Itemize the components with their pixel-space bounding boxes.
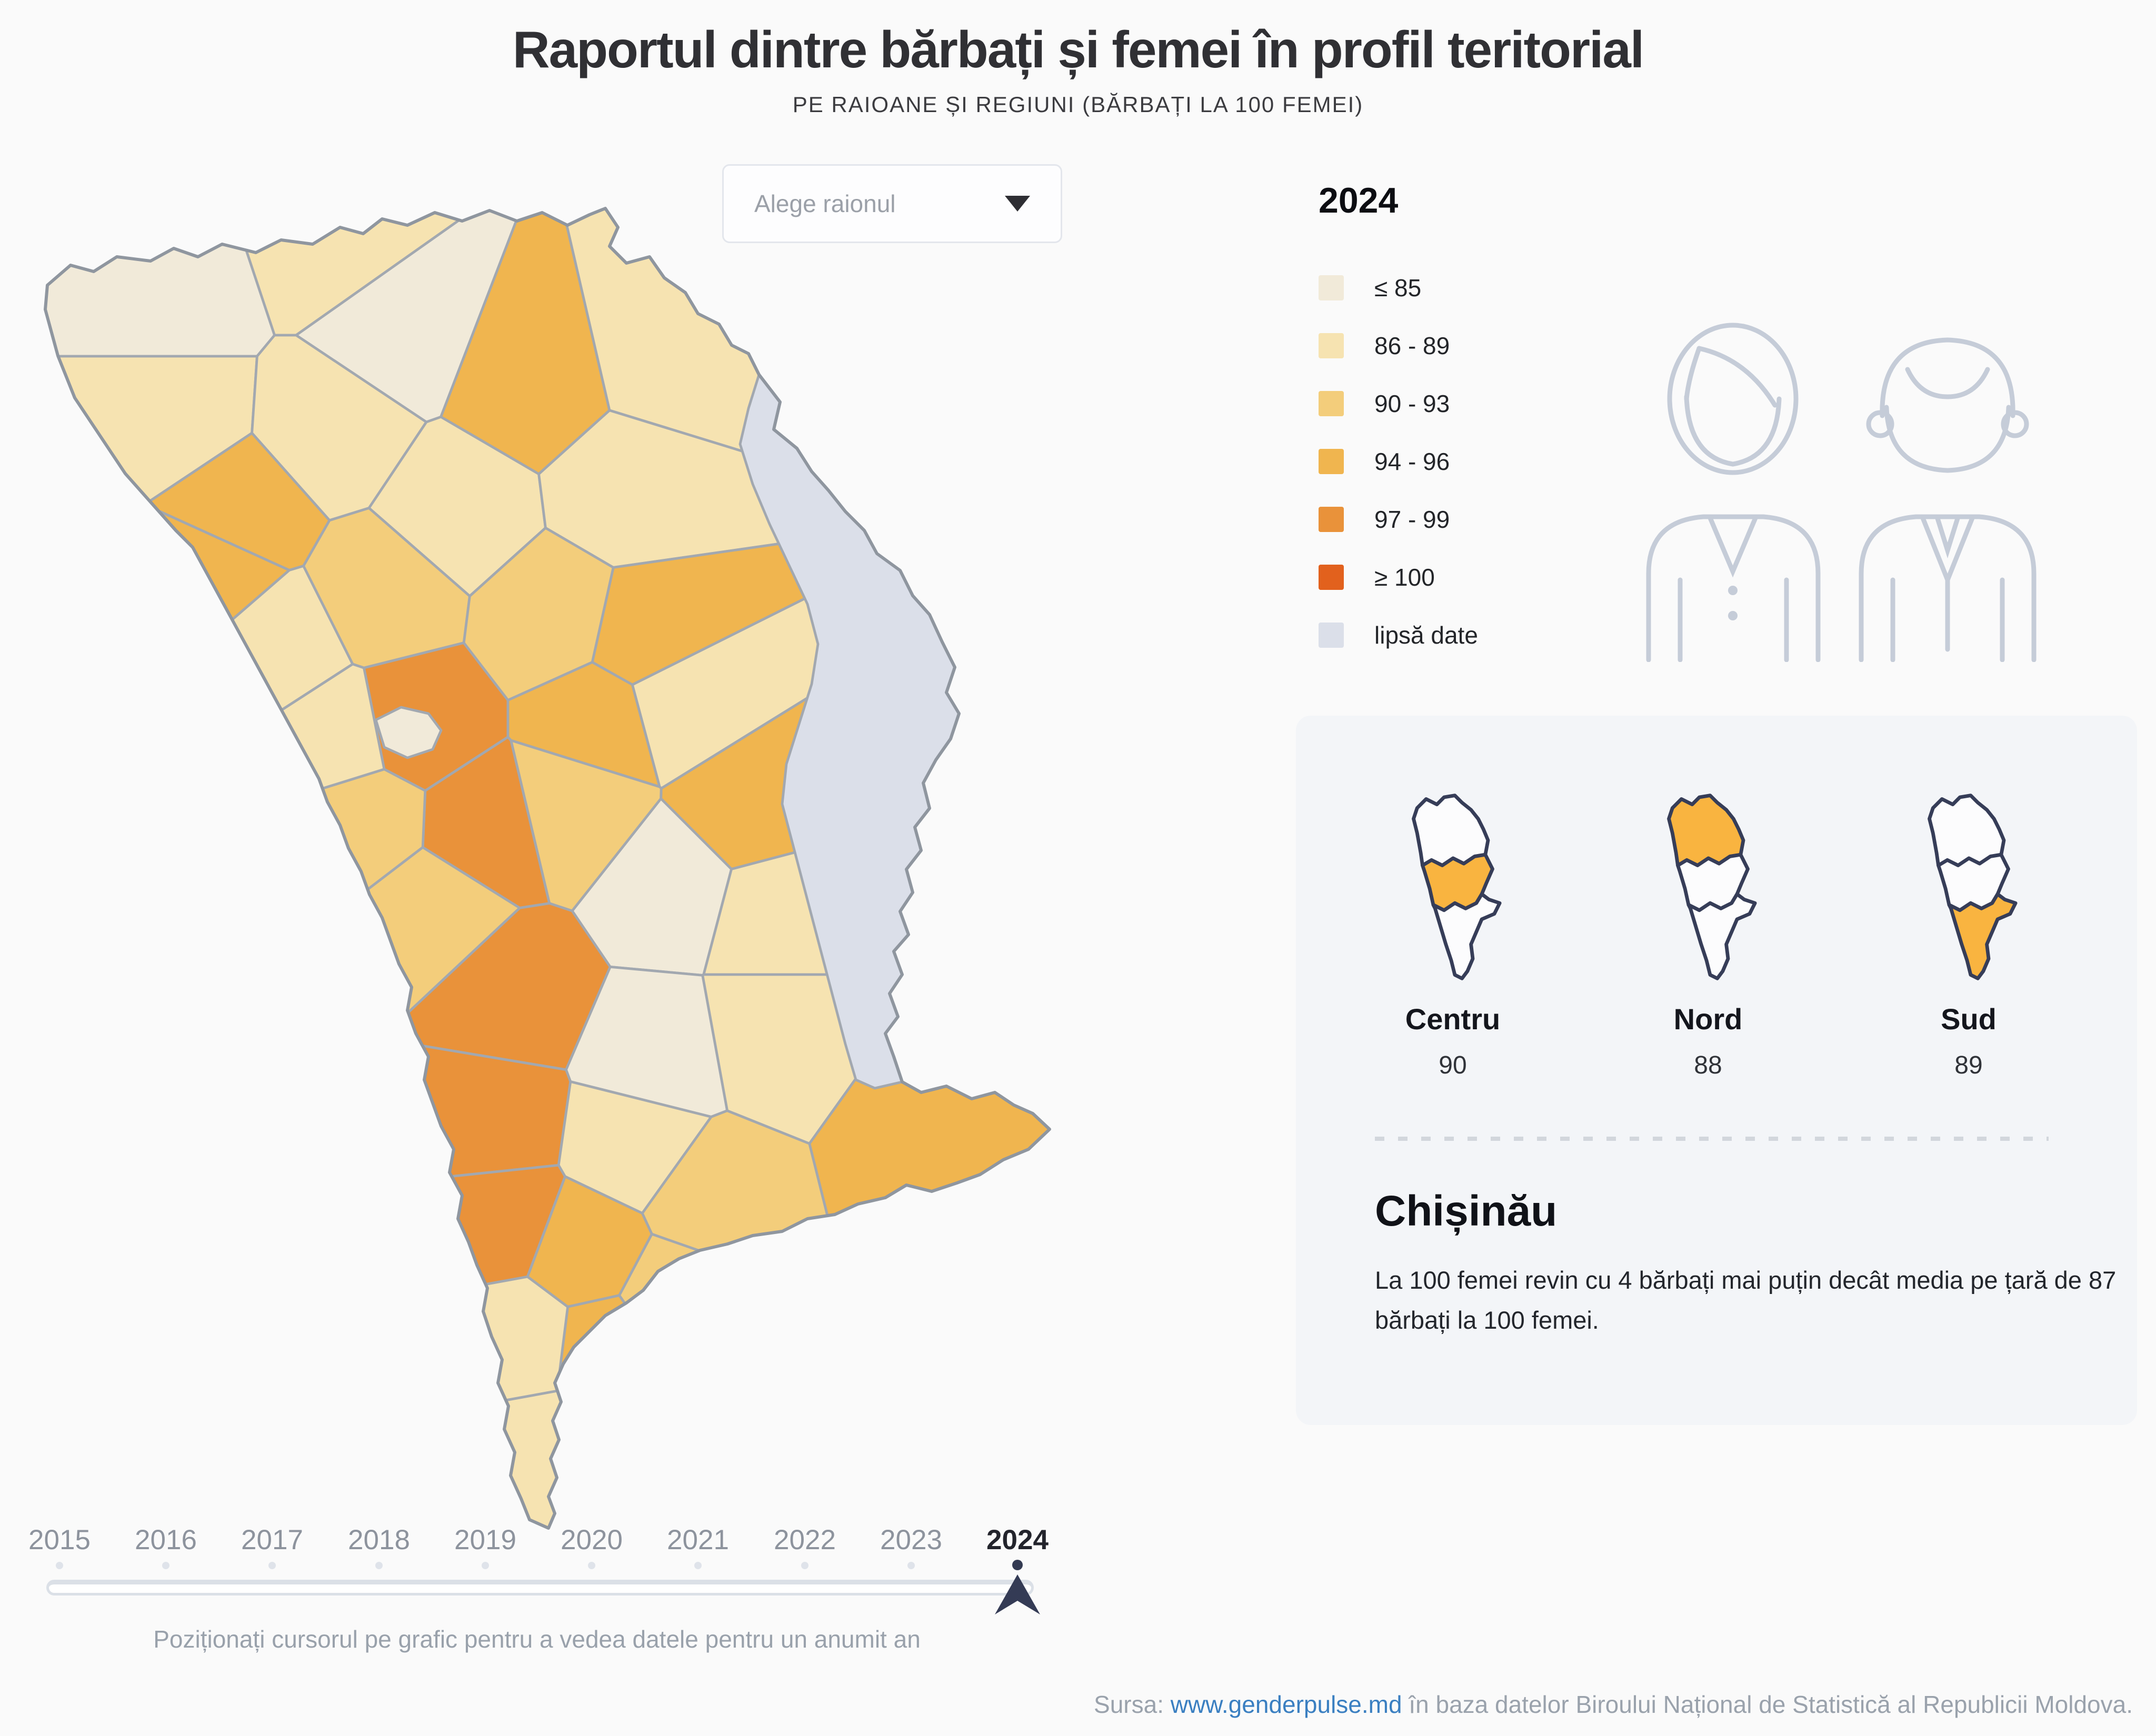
map-region[interactable] [16, 768, 427, 1173]
legend-swatch-le85 [1319, 275, 1344, 300]
year-dot[interactable] [162, 1562, 169, 1569]
legend-row: 94 - 96 [1319, 433, 1478, 490]
legend-label: 97 - 99 [1374, 506, 1450, 533]
year-2022[interactable]: 2022 [774, 1524, 836, 1556]
year-2024[interactable]: 2024 [986, 1524, 1049, 1556]
legend-label: ≤ 85 [1374, 274, 1422, 302]
year-2020[interactable]: 2020 [561, 1524, 623, 1556]
minimap-sud [1927, 794, 2018, 980]
legend-row: lipsă date [1319, 606, 1478, 664]
year-2015[interactable]: 2015 [28, 1524, 91, 1556]
legend-swatch-no-data [1319, 623, 1344, 648]
district-select[interactable]: Alege raionul [722, 164, 1062, 243]
legend-row: 97 - 99 [1319, 490, 1478, 548]
region-value: 89 [1954, 1051, 1983, 1079]
legend-row: 86 - 89 [1319, 317, 1478, 375]
legend-label: lipsă date [1374, 621, 1478, 649]
legend-swatch-ge100 [1319, 565, 1344, 590]
legend-label: 86 - 89 [1374, 332, 1450, 359]
caret-down-icon [1005, 196, 1030, 212]
region-value: 90 [1439, 1051, 1467, 1079]
minimap-nord [1666, 794, 1757, 980]
legend-swatch-90-93 [1319, 391, 1344, 416]
slider-hint: Poziționați cursorul pe grafic pentru a … [153, 1625, 921, 1653]
minimap-centru [1411, 794, 1502, 980]
year-dot[interactable] [482, 1562, 489, 1569]
legend-row: ≤ 85 [1319, 259, 1478, 317]
year-dot[interactable] [588, 1562, 595, 1569]
source-suffix: în baza datelor Biroului Național de Sta… [1409, 1691, 2133, 1718]
year-2018[interactable]: 2018 [348, 1524, 410, 1556]
page-subtitle: PE RAIOANE ȘI REGIUNI (BĂRBAȚI LA 100 FE… [792, 92, 1364, 117]
region-card-centru[interactable]: Centru 90 [1326, 788, 1579, 1080]
minimap-centru-shape [1675, 852, 1750, 912]
minimap-sud-shape [1431, 892, 1502, 980]
year-dot[interactable] [694, 1562, 702, 1569]
year-2023[interactable]: 2023 [880, 1524, 942, 1556]
map-region[interactable] [16, 663, 386, 888]
regions-card: Centru 90 Nord 88 Sud 89 Chișinău La 100… [1296, 716, 2137, 1425]
source-prefix: Sursa: [1094, 1691, 1164, 1718]
moldova-choropleth-map[interactable] [16, 196, 1069, 1543]
slider-cursor-icon[interactable] [994, 1573, 1041, 1617]
map-region[interactable] [16, 1389, 875, 1543]
region-name: Centru [1405, 1002, 1501, 1036]
year-dot[interactable] [907, 1562, 915, 1569]
year-2017[interactable]: 2017 [241, 1524, 303, 1556]
minimap-centru-shape [1936, 852, 2010, 912]
minimap-sud-shape [1686, 892, 1757, 980]
year-dot[interactable] [375, 1562, 383, 1569]
source-link[interactable]: www.genderpulse.md [1170, 1691, 1402, 1718]
minimap-centru-shape [1420, 852, 1494, 912]
region-name: Sud [1941, 1002, 1997, 1036]
district-cells [16, 196, 1050, 1543]
minimap-sud-shape [1947, 892, 2018, 980]
region-card-sud[interactable]: Sud 89 [1842, 788, 2095, 1080]
dashed-divider [1375, 1137, 2049, 1141]
year-dot[interactable] [801, 1562, 808, 1569]
region-card-nord[interactable]: Nord 88 [1582, 788, 1834, 1080]
chisinau-title: Chișinău [1375, 1187, 1558, 1235]
slider-track[interactable] [46, 1580, 1034, 1595]
year-dot[interactable] [268, 1562, 276, 1569]
chisinau-text: La 100 femei revin cu 4 bărbați mai puți… [1375, 1266, 2117, 1334]
legend-row: 90 - 93 [1319, 375, 1478, 433]
year-2021[interactable]: 2021 [667, 1524, 729, 1556]
map-region[interactable] [16, 196, 276, 358]
year-2016[interactable]: 2016 [135, 1524, 197, 1556]
legend-label: ≥ 100 [1374, 564, 1435, 591]
district-select-placeholder: Alege raionul [754, 190, 896, 217]
legend-label: 94 - 96 [1374, 448, 1450, 475]
map-region[interactable] [16, 503, 291, 864]
legend-swatch-94-96 [1319, 449, 1344, 474]
legend-swatch-97-99 [1319, 507, 1344, 532]
region-name: Nord [1673, 1002, 1743, 1036]
legend-year: 2024 [1319, 180, 1399, 220]
country-outline [44, 207, 1051, 1530]
page-title: Raportul dintre bărbați și femei în prof… [512, 21, 1644, 78]
map-region[interactable] [16, 1163, 566, 1383]
year-2019[interactable]: 2019 [454, 1524, 516, 1556]
legend-row: ≥ 100 [1319, 548, 1478, 606]
man-icon [1859, 337, 2037, 662]
map-region-enclave[interactable] [374, 706, 443, 759]
legend: ≤ 85 86 - 89 90 - 93 94 - 96 97 - 99 ≥ 1… [1319, 259, 1478, 664]
year-dot-active[interactable] [1012, 1560, 1023, 1570]
region-value: 88 [1694, 1051, 1722, 1079]
gender-icons [1636, 315, 2050, 662]
legend-label: 90 - 93 [1374, 390, 1450, 417]
source-line: Sursa: www.genderpulse.md în baza datelo… [1094, 1690, 2133, 1719]
legend-swatch-86-89 [1319, 333, 1344, 358]
year-dot[interactable] [56, 1562, 63, 1569]
map-region[interactable] [618, 1232, 1044, 1543]
woman-icon [1646, 323, 1821, 662]
